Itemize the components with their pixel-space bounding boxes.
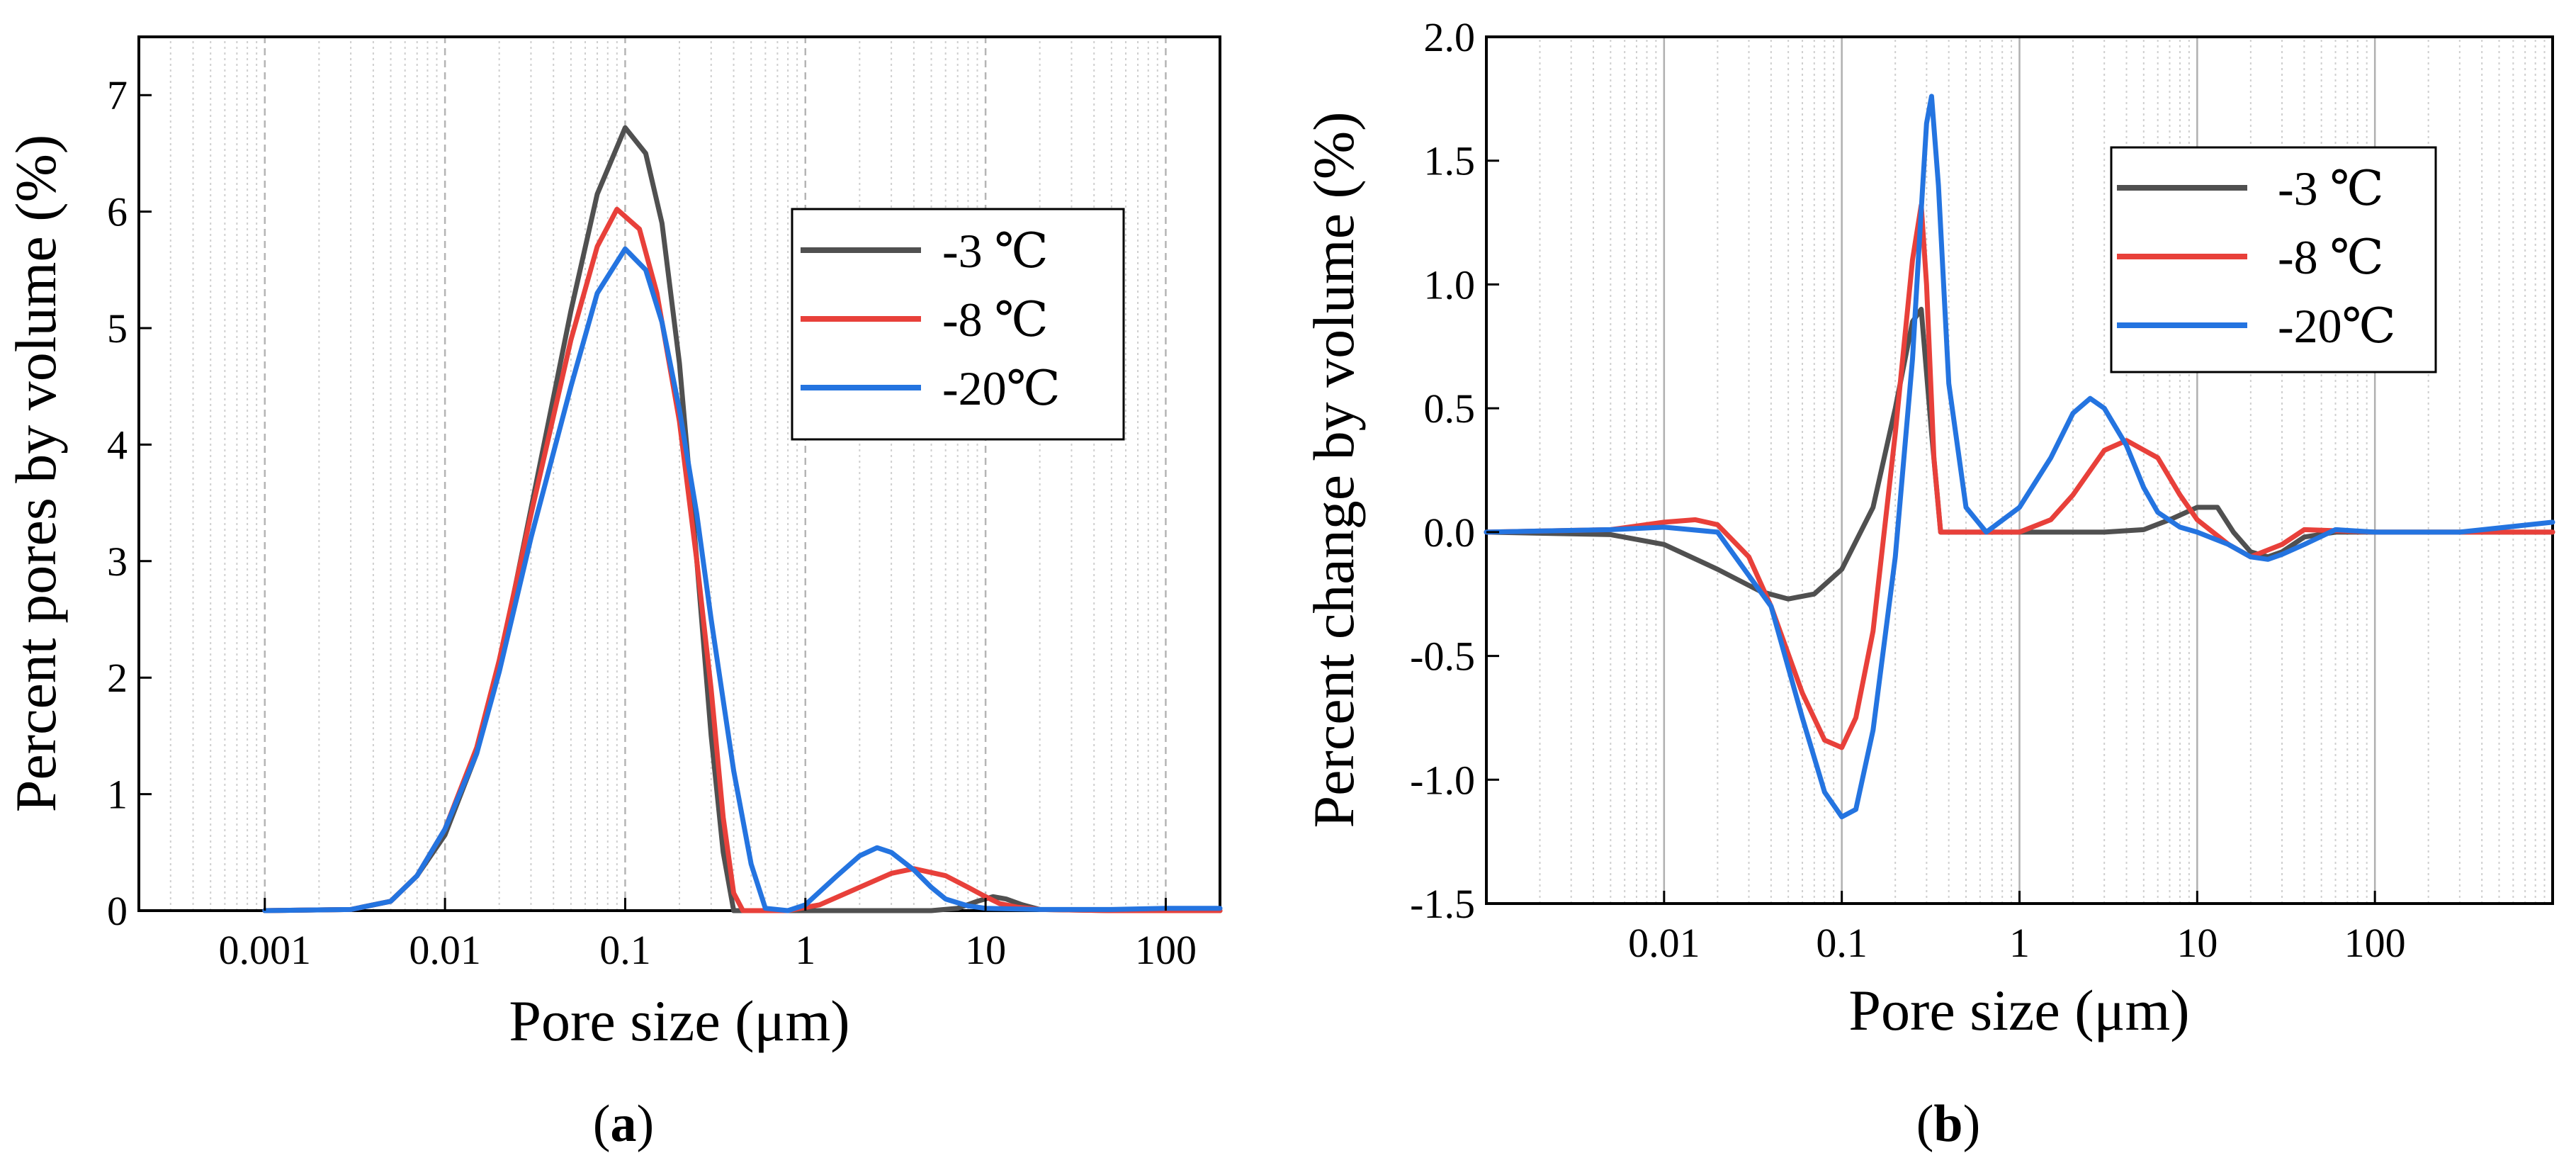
- y-tick-label: 4: [107, 422, 128, 468]
- panel-label-a: (a): [593, 1095, 654, 1153]
- y-tick-label: -1.5: [1410, 881, 1475, 927]
- y-tick-label: 1: [107, 772, 128, 818]
- ticks-b: 0.01 0.1 1 10 100 -1.5 -1.0 -0.5 0.0 0.5 1.0 1.5 2.0: [1410, 14, 2405, 966]
- series-line--20: [262, 246, 1223, 913]
- series-group-a: [262, 125, 1223, 913]
- y-tick-label: 0.5: [1424, 386, 1476, 432]
- legend-label: -3 ℃: [2278, 162, 2384, 215]
- y-tick-label: 1.5: [1424, 138, 1476, 184]
- y-tick-label: 0: [107, 888, 128, 934]
- y-tick-label: 6: [107, 189, 128, 235]
- x-tick-label: 10: [2176, 920, 2218, 966]
- y-tick-label: 1.0: [1424, 261, 1476, 308]
- y-tick-label: 2: [107, 655, 128, 701]
- legend-a: -3 ℃ -8 ℃ -20℃: [791, 208, 1125, 441]
- y-axis-label-b: Percent change by volume (%): [1301, 112, 1366, 828]
- x-tick-label: 100: [2344, 920, 2406, 966]
- x-tick-label: 1: [2009, 920, 2030, 966]
- grid-a: [169, 37, 1167, 911]
- series-line--20: [1484, 94, 2555, 820]
- legend-label: -8 ℃: [942, 293, 1049, 347]
- legend-label: -20℃: [942, 361, 1061, 415]
- legend-label: -8 ℃: [2278, 230, 2384, 284]
- x-axis-label-b: Pore size (μm): [1848, 978, 2189, 1042]
- y-tick-label: 7: [107, 72, 128, 118]
- x-tick-label: 1: [795, 927, 815, 973]
- y-tick-label: 3: [107, 539, 128, 585]
- panel-letter-a: a: [611, 1095, 637, 1153]
- x-tick-label: 0.01: [1628, 920, 1700, 966]
- chart-panel-b: 0.01 0.1 1 10 100 -1.5 -1.0 -0.5 0.0 0.5 1.0 1.5 2.0…: [1301, 14, 2555, 1153]
- x-tick-label: 0.1: [1816, 920, 1868, 966]
- ticks-a: 0.001 0.01 0.1 1 10 100 0 1 2 3 4 5 6 7: [107, 72, 1197, 973]
- x-tick-label: 0.01: [409, 927, 481, 973]
- legend-label: -3 ℃: [942, 224, 1049, 278]
- x-tick-label: 100: [1135, 927, 1197, 973]
- y-tick-label: 5: [107, 305, 128, 351]
- plot-frame-a: [137, 35, 1221, 912]
- y-axis-label-a: Percent pores by volume (%): [4, 135, 68, 812]
- series-line--8: [1484, 203, 2555, 750]
- x-tick-label: 0.1: [599, 927, 651, 973]
- y-tick-label: 2.0: [1424, 14, 1476, 60]
- legend-b: -3 ℃ -8 ℃ -20℃: [2110, 146, 2437, 373]
- legend-box-b: [2110, 146, 2437, 373]
- x-tick-label: 10: [965, 927, 1006, 973]
- y-tick-label: -0.5: [1410, 634, 1475, 680]
- x-axis-label-a: Pore size (μm): [509, 989, 849, 1053]
- x-tick-label: 0.001: [219, 927, 312, 973]
- legend-label: -20℃: [2278, 299, 2396, 353]
- y-tick-label: -1.0: [1410, 757, 1475, 803]
- y-tick-label: 0.0: [1424, 510, 1476, 556]
- panel-letter-b: b: [1933, 1095, 1962, 1153]
- series-group-b: [1484, 94, 2555, 820]
- panel-label-b: (b): [1916, 1095, 1980, 1153]
